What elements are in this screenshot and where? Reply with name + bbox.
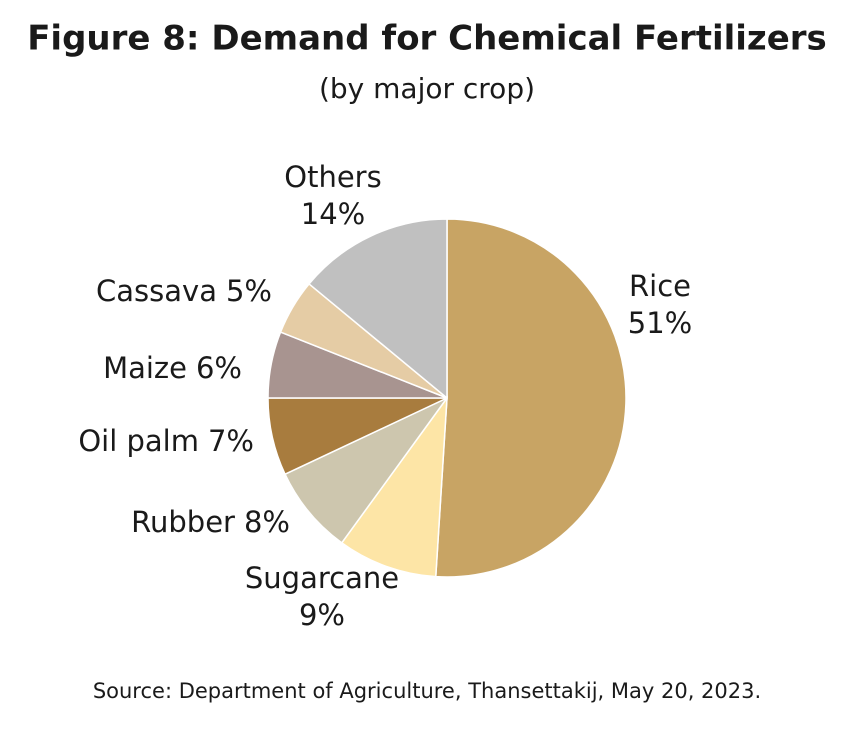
slice-label-group: Oil palm 7%	[78, 424, 254, 458]
slice-label: Sugarcane	[245, 561, 399, 595]
slice-value: 9%	[299, 598, 345, 632]
slice-label-group: Rubber 8%	[131, 505, 290, 539]
slice-label-group: Cassava 5%	[96, 274, 272, 308]
slice-value: 51%	[628, 306, 692, 340]
slice-label: Oil palm	[78, 424, 199, 458]
chart-title: Figure 8: Demand for Chemical Fertilizer…	[27, 19, 827, 59]
slice-label-group: Maize 6%	[103, 351, 242, 385]
slice-value: 5%	[226, 274, 272, 308]
slice-value: 6%	[196, 351, 242, 385]
slice-label: Rice	[629, 269, 691, 303]
slice-label: Rubber	[131, 505, 235, 539]
slice-label: Cassava	[96, 274, 217, 308]
chart-subtitle: (by major crop)	[319, 72, 535, 105]
pie-slice	[340, 395, 448, 578]
pie-slice	[284, 397, 448, 544]
slice-label: Others	[284, 160, 381, 194]
slice-value: 8%	[244, 505, 290, 539]
slice-value: 7%	[208, 424, 254, 458]
source: Source: Department of Agriculture, Thans…	[93, 679, 761, 703]
pie-slice	[434, 218, 627, 578]
pie-slice	[308, 218, 448, 400]
slice-value: 14%	[301, 197, 365, 231]
slice-label: Maize	[103, 351, 187, 385]
